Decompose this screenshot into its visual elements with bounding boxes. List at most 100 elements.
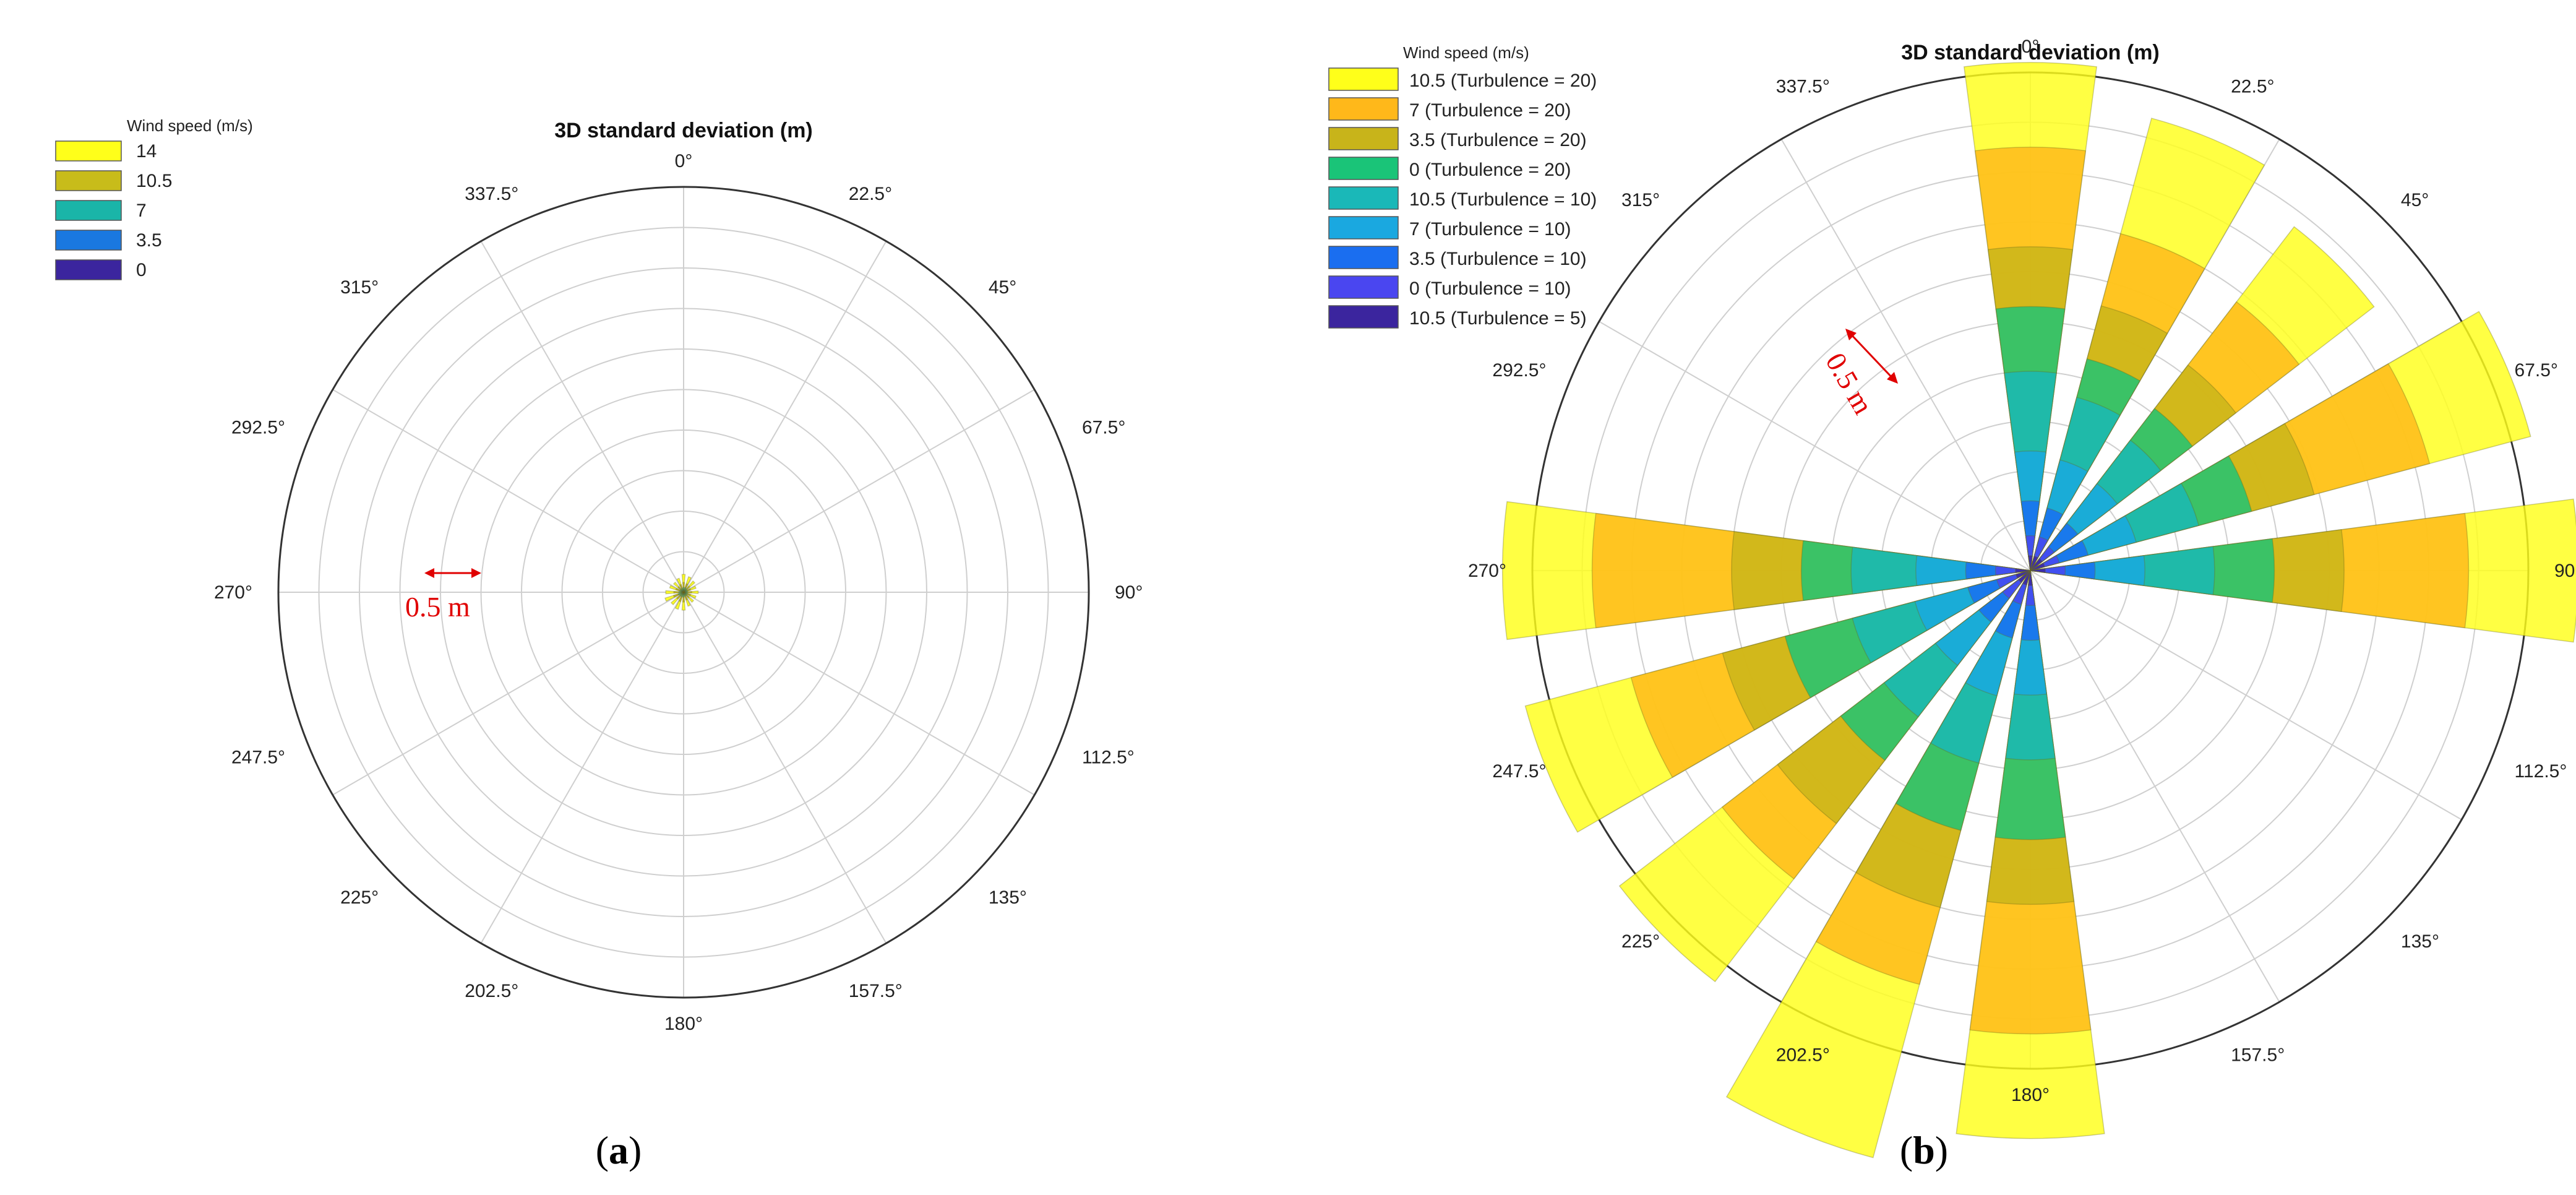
grid-spoke	[1780, 139, 2031, 571]
legend-label: 3.5 (Turbulence = 20)	[1409, 130, 1587, 150]
angle-tick-label: 292.5°	[231, 417, 285, 438]
panel-a-scale-arrowhead-right	[471, 568, 481, 578]
angle-tick-label: 135°	[2401, 931, 2439, 952]
panel-b-scale-arrow	[1848, 331, 1896, 381]
wedge-315-0	[682, 590, 684, 593]
legend-label: 0 (Turbulence = 10)	[1409, 278, 1571, 299]
legend-swatch	[55, 259, 122, 280]
legend-swatch	[1328, 67, 1399, 91]
angle-tick-label: 337.5°	[465, 184, 518, 204]
legend-swatch	[1328, 216, 1399, 239]
panel-a-scale-arrowhead-left	[424, 568, 434, 578]
legend-swatch	[1328, 246, 1399, 269]
angle-tick-label: 180°	[664, 1014, 703, 1034]
legend-swatch	[1328, 305, 1399, 329]
wedge-45-10-5-Turbulence-5-	[2030, 558, 2043, 571]
wedge-90-10-5-Turbulence-5-	[2030, 568, 2046, 573]
legend-swatch	[55, 140, 122, 162]
panel-a-scale-label: 0.5 m	[405, 591, 470, 623]
wedge-247.5-0	[682, 592, 684, 593]
panel-b-chart: 0° 22.5° 45° 67.5° 90° 112.5° 135° 157.5° 180° 20…	[1328, 37, 2576, 1172]
panel-b-scale-indicator: 0.5 m	[1819, 329, 1898, 420]
angle-tick-label: 157.5°	[2231, 1045, 2285, 1066]
legend-swatch	[1328, 186, 1399, 210]
legend-swatch	[1328, 127, 1399, 150]
angle-tick-label: 247.5°	[1492, 761, 1546, 782]
panel-a-angle-ticks: 0° 22.5° 45° 67.5° 90° 112.5° 135° 157.5° 180° 20…	[214, 151, 1143, 1034]
angle-tick-label: 270°	[214, 582, 252, 603]
wedge-135-0	[683, 592, 685, 594]
legend-swatch	[55, 170, 122, 191]
wedge-112.5-0	[683, 592, 685, 593]
grid-spoke	[683, 592, 1035, 796]
angle-tick-label: 180°	[2011, 1085, 2050, 1105]
angle-tick-label: 315°	[340, 277, 379, 298]
polar-boundary	[277, 186, 1090, 999]
panel-b-title: 3D standard deviation (m)	[1901, 41, 2160, 64]
angle-tick-label: 22.5°	[849, 184, 892, 204]
panel-a-caption-letter: a	[609, 1128, 629, 1172]
wedge-180-7	[682, 592, 685, 598]
angle-tick-label: 225°	[340, 887, 379, 908]
wedge-67.5-10-5-Turbulence-5-	[2030, 562, 2046, 571]
panel-a-caption: (a)	[596, 1128, 642, 1172]
panel-a-legend-title: Wind speed (m/s)	[127, 116, 253, 135]
angle-tick-label: 247.5°	[231, 748, 285, 768]
legend-label: 7 (Turbulence = 10)	[1409, 219, 1571, 239]
wedge-22.5-10-5-Turbulence-5-	[2030, 555, 2039, 571]
legend-label: 10.5	[136, 171, 172, 191]
wedge-180-10-5-Turbulence-5-	[2028, 570, 2033, 586]
panel-b-legend: Wind speed (m/s) 10.5 (Turbulence = 20) 7…	[1328, 43, 1597, 329]
legend-label: 3.5	[136, 230, 162, 251]
panel-a-legend: Wind speed (m/s) 14 10.5 7 3.5 0	[55, 116, 253, 280]
wedge-180-3-5-Turbulence-10-	[2020, 570, 2040, 641]
angle-tick-label: 112.5°	[2515, 761, 2567, 782]
wedge-225-0	[682, 592, 684, 594]
legend-label: 0 (Turbulence = 20)	[1409, 160, 1571, 180]
legend-label: 10.5 (Turbulence = 10)	[1409, 189, 1597, 210]
wedge-270-3-5	[680, 591, 684, 593]
wedge-337.5-0	[682, 590, 684, 593]
grid-spoke	[332, 389, 684, 593]
angle-tick-label: 292.5°	[1492, 360, 1546, 381]
grid-spoke	[1599, 321, 2031, 571]
grid-spoke	[480, 241, 684, 593]
legend-swatch	[1328, 157, 1399, 180]
wedge-90-3-5	[683, 591, 687, 593]
panel-b-legend-items: 10.5 (Turbulence = 20) 7 (Turbulence = 20…	[1328, 67, 1597, 329]
legend-swatch	[55, 200, 122, 221]
angle-tick-label: 45°	[989, 277, 1016, 298]
angle-tick-label: 337.5°	[1776, 76, 1830, 97]
angle-tick-label: 315°	[1621, 190, 1660, 210]
panel-b-caption: (b)	[1900, 1128, 1948, 1172]
wedge-180-0-Turbulence-10-	[2025, 570, 2036, 606]
wedge-247.5-10-5-Turbulence-5-	[2015, 570, 2031, 579]
panel-b-scale-arrowhead-top	[1845, 329, 1857, 340]
panel-a-bars	[664, 574, 699, 611]
angle-tick-label: 202.5°	[1776, 1045, 1830, 1066]
legend-swatch	[1328, 97, 1399, 121]
legend-label: 10.5 (Turbulence = 5)	[1409, 308, 1587, 329]
legend-label: 3.5 (Turbulence = 10)	[1409, 249, 1587, 269]
angle-tick-label: 135°	[989, 887, 1027, 908]
wedge-0-10-5-Turbulence-5-	[2028, 555, 2033, 571]
legend-label: 0	[136, 260, 147, 280]
legend-label: 7 (Turbulence = 20)	[1409, 100, 1571, 121]
panel-b-caption-letter: b	[1913, 1128, 1935, 1172]
legend-swatch	[1328, 275, 1399, 299]
angle-tick-label: 0°	[675, 151, 693, 171]
angle-tick-label: 157.5°	[849, 981, 903, 1001]
wedge-0-0-Turbulence-10-	[2025, 535, 2036, 571]
wedge-270-0-Turbulence-10-	[1994, 565, 2031, 576]
panel-b-legend-title: Wind speed (m/s)	[1403, 43, 1529, 62]
grid-spoke	[2030, 570, 2462, 821]
panel-b-angle-ticks: 0° 22.5° 45° 67.5° 90° 112.5° 135° 157.5° 180° 20…	[1468, 37, 2576, 1105]
angle-tick-label: 202.5°	[465, 981, 518, 1001]
angle-tick-label: 67.5°	[1082, 417, 1125, 438]
wedge-0-7	[682, 587, 685, 593]
panel-a-chart: 0° 22.5° 45° 67.5° 90° 112.5° 135° 157.5° 180° 20…	[55, 116, 1143, 1172]
panel-b-scale-arrowhead-bottom	[1887, 372, 1898, 384]
legend-label: 7	[136, 201, 147, 221]
panel-a-grid	[277, 186, 1090, 999]
